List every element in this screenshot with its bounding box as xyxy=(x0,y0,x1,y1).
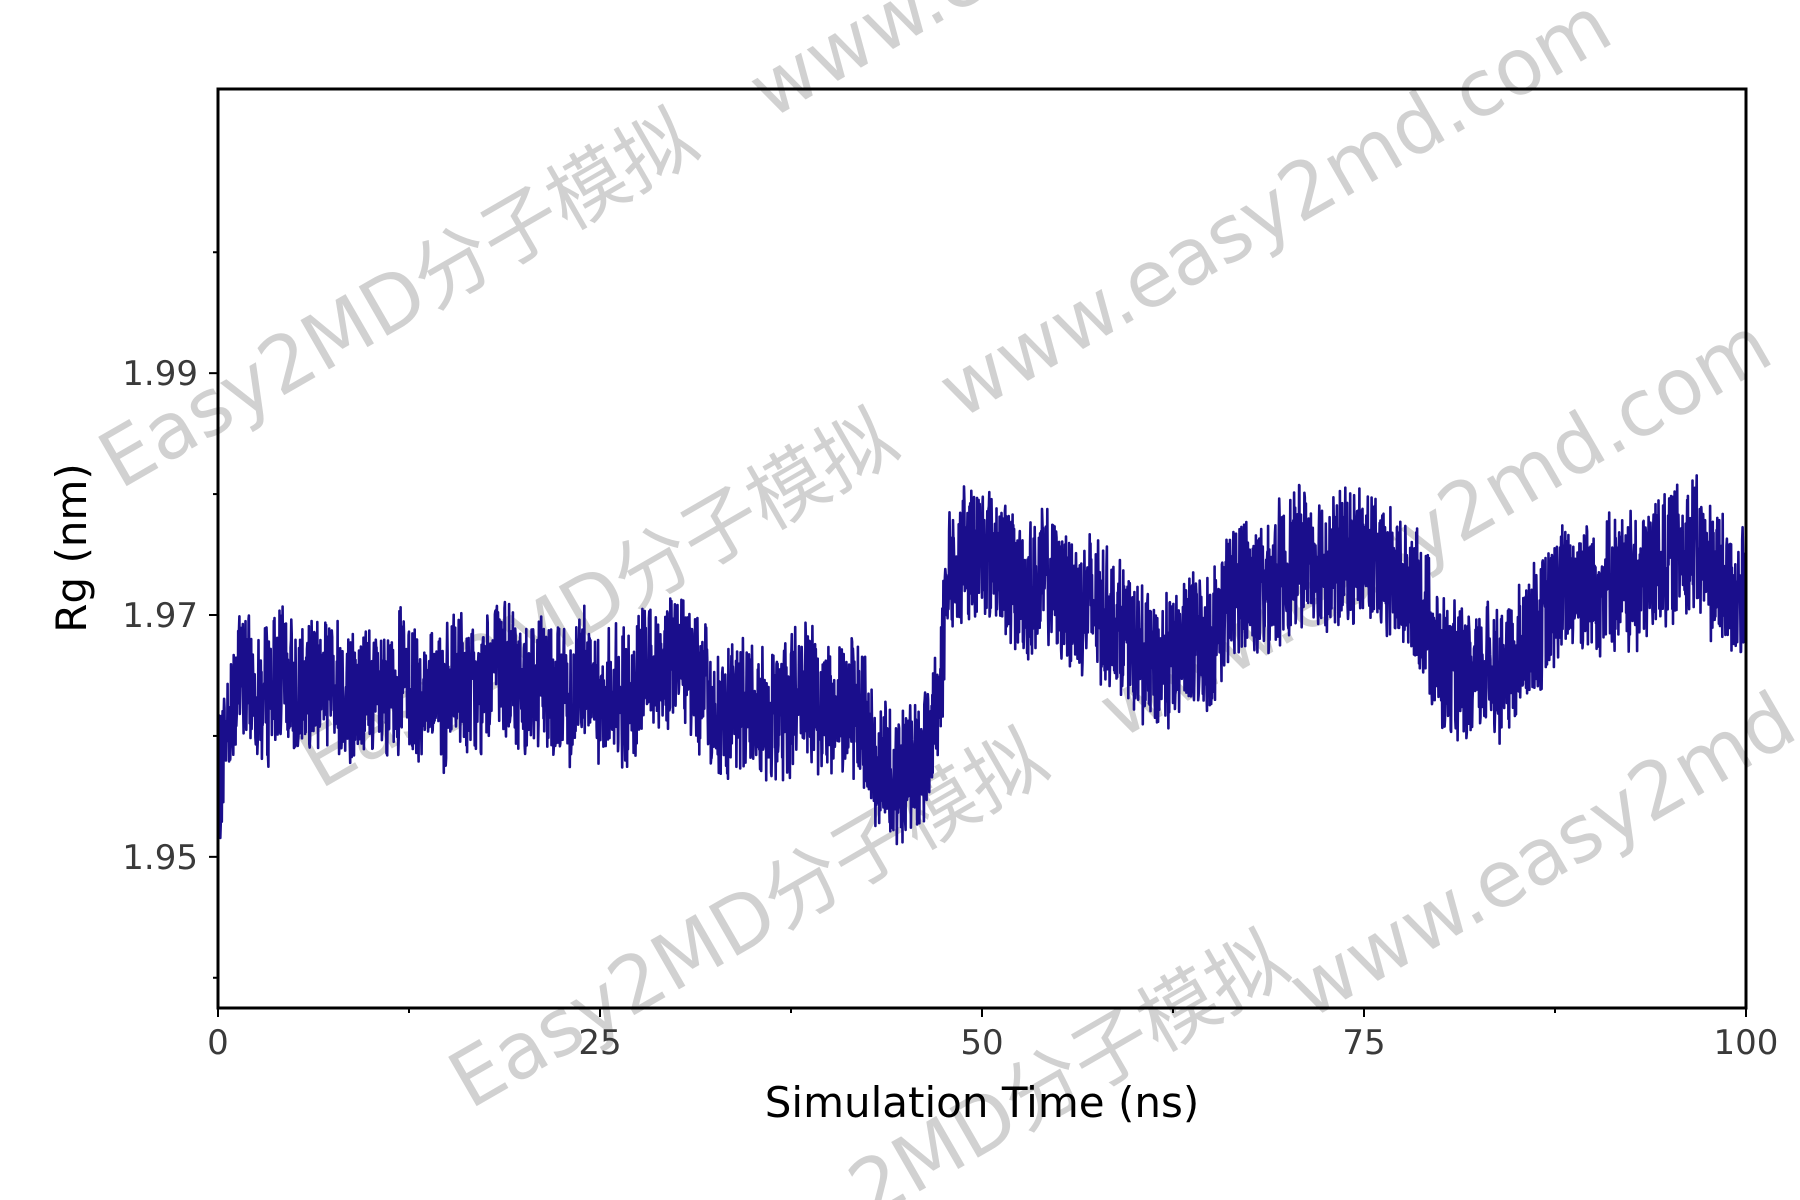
rg-series-line xyxy=(216,474,1748,846)
watermark-text: Easy2MD分子模拟 xyxy=(435,712,1063,1126)
watermark-text: Easy2MD分子模拟 xyxy=(85,92,713,506)
watermark-text: 2MD分子模拟 xyxy=(835,914,1303,1200)
watermark-text: www.easy2md.com xyxy=(925,0,1627,436)
x-tick-label: 75 xyxy=(1342,1023,1385,1063)
y-tick-label: 1.97 xyxy=(122,596,198,636)
x-tick-label: 100 xyxy=(1714,1023,1779,1063)
x-tick-label: 50 xyxy=(960,1023,1003,1063)
y-axis-title: Rg (nm) xyxy=(47,463,96,633)
y-tick-label: 1.95 xyxy=(122,838,198,878)
plot-area xyxy=(216,474,1748,846)
x-tick-label: 0 xyxy=(207,1023,229,1063)
y-tick-label: 1.99 xyxy=(122,354,198,394)
y-axis: 1.95 1.97 1.99 xyxy=(122,251,218,979)
x-axis-title: Simulation Time (ns) xyxy=(765,1078,1199,1127)
x-tick-label: 25 xyxy=(578,1023,621,1063)
watermark-text: www.e xyxy=(735,0,1003,136)
x-axis: 0 25 50 75 100 xyxy=(207,1008,1778,1063)
